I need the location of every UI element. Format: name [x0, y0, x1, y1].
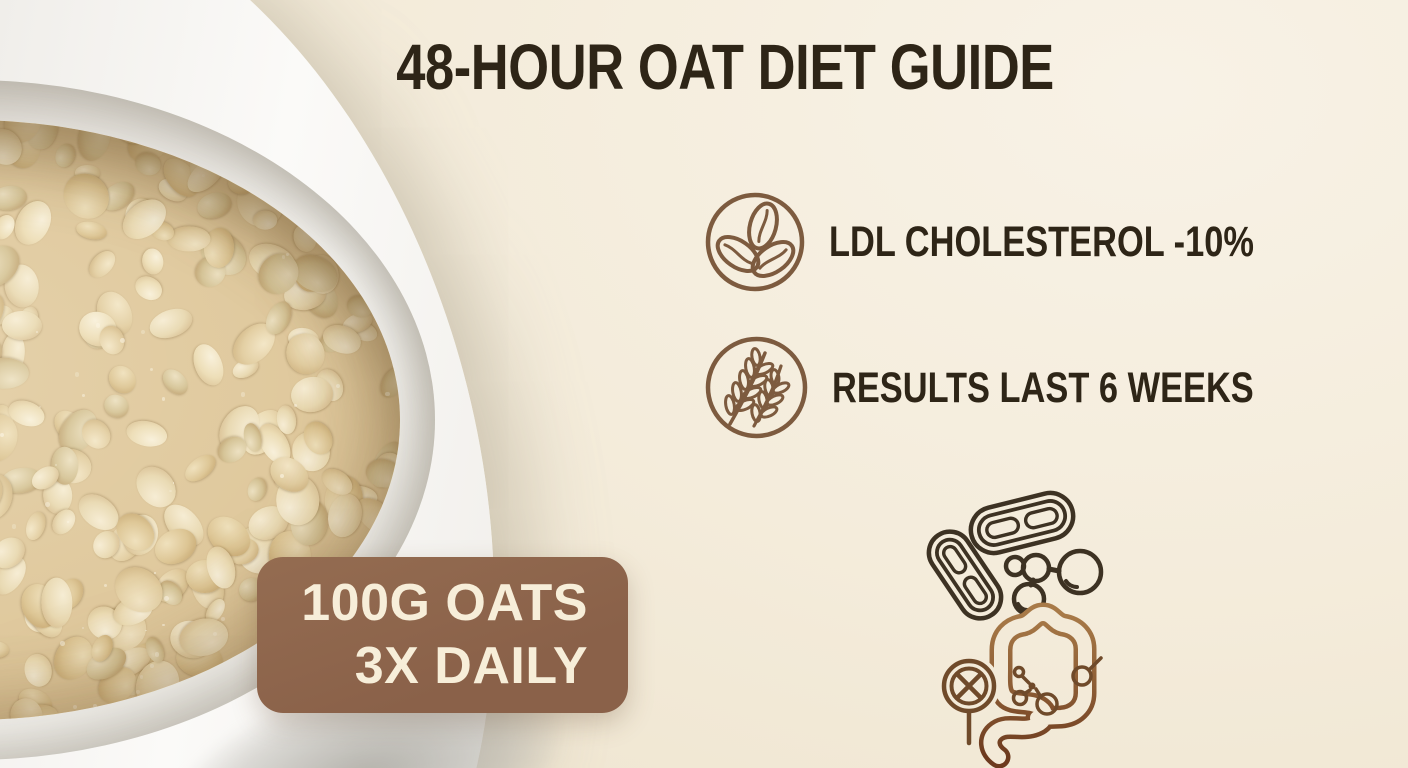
- oat-dust: [155, 652, 160, 657]
- oat-dust: [81, 394, 85, 397]
- oat-dust: [169, 489, 172, 493]
- oat-dust: [353, 216, 358, 222]
- oat-dust: [162, 623, 165, 627]
- oat-dust: [112, 121, 115, 124]
- gut-molecule-icon: [1011, 656, 1103, 716]
- oat-dust: [385, 391, 390, 397]
- benefit-results-duration: RESULTS LAST 6 WEEKS: [703, 334, 1359, 441]
- benefit-ldl-cholesterol: LDL CHOLESTEROL -10%: [703, 190, 1360, 294]
- oat-dust: [172, 481, 175, 484]
- oat-dust: [74, 372, 80, 377]
- oat-dust: [240, 392, 246, 397]
- oat-dust: [120, 337, 126, 343]
- oat-dust: [66, 521, 69, 524]
- oat-dust: [281, 255, 286, 259]
- badge-line-1: 100G OATS: [301, 574, 588, 632]
- oat-dust: [280, 474, 285, 478]
- oat-dust: [154, 571, 157, 574]
- oat-dust: [294, 186, 297, 189]
- benefit-label: LDL CHOLESTEROL -10%: [829, 219, 1360, 265]
- oat-dust: [149, 367, 154, 372]
- oat-dust: [336, 383, 341, 388]
- gut-probiotics-illustration: [926, 490, 1104, 768]
- intestine-icon: [979, 602, 1097, 768]
- oat-dust: [0, 433, 4, 438]
- oat-dust: [54, 464, 57, 467]
- oat-dust: [45, 501, 50, 507]
- oat-dust: [384, 201, 388, 205]
- oat-dust: [72, 704, 78, 709]
- oat-dust: [136, 689, 141, 694]
- oat-dust: [60, 641, 65, 646]
- crossed-circle-icon: [938, 655, 1000, 746]
- oat-dust: [213, 631, 218, 636]
- oat-dust: [141, 329, 146, 334]
- oat-dust: [201, 173, 206, 178]
- dosage-badge: 100G OATS 3X DAILY: [257, 557, 628, 713]
- oat-dust: [82, 627, 85, 630]
- badge-line-2: 3X DAILY: [354, 637, 588, 695]
- oat-dust: [104, 583, 108, 588]
- oat-dust: [221, 617, 225, 621]
- oat-dust: [139, 675, 144, 679]
- oat-dust: [11, 523, 17, 529]
- page-title: 48-HOUR OAT DIET GUIDE: [320, 34, 1130, 100]
- oat-dust: [38, 405, 41, 409]
- oat-dust: [145, 629, 148, 632]
- benefit-label-text: RESULTS LAST 6 WEEKS: [832, 363, 1254, 412]
- oat-dust: [36, 331, 38, 333]
- oat-dust: [285, 253, 289, 257]
- oat-dust: [93, 704, 97, 709]
- benefit-label: RESULTS LAST 6 WEEKS: [832, 365, 1359, 411]
- oat-dust: [226, 121, 230, 125]
- molecule-icon: [1003, 548, 1104, 617]
- oat-dust: [95, 323, 100, 328]
- oat-dust: [328, 146, 332, 150]
- oat-grains-icon: [705, 192, 805, 292]
- wheat-spike-icon: [705, 336, 808, 439]
- oat-dust: [150, 664, 154, 668]
- oat-dust: [161, 397, 166, 401]
- benefit-label-text: LDL CHOLESTEROL -10%: [829, 218, 1254, 266]
- oat-dust: [294, 403, 298, 407]
- page-title-text: 48-HOUR OAT DIET GUIDE: [396, 31, 1054, 103]
- oat-dust: [163, 595, 169, 601]
